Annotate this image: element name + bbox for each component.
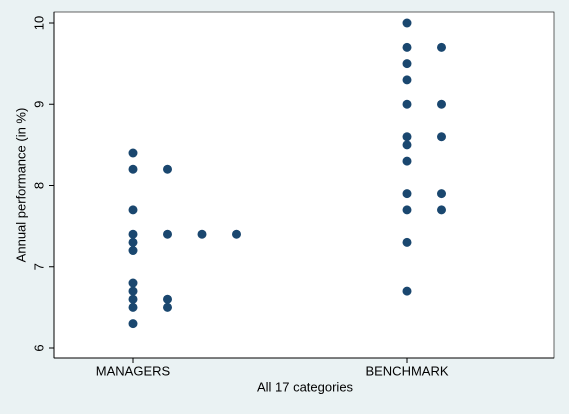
x-tick-label: BENCHMARK: [365, 363, 448, 378]
y-tick-label: 10: [31, 16, 46, 30]
dot: [128, 286, 138, 296]
dot: [402, 59, 412, 69]
dot: [163, 294, 172, 304]
dot: [402, 189, 412, 199]
dot: [402, 75, 412, 85]
dot: [128, 302, 138, 312]
dot: [402, 205, 412, 215]
dot: [402, 237, 412, 247]
dot: [402, 42, 412, 52]
y-tick-label: 9: [31, 101, 46, 108]
dot: [437, 189, 446, 199]
dot: [402, 99, 412, 109]
dot: [437, 99, 446, 109]
dot: [402, 18, 412, 28]
dot: [128, 319, 138, 329]
dot: [128, 294, 138, 304]
x-axis-label: All 17 categories: [257, 379, 354, 394]
y-tick-label: 7: [31, 263, 46, 270]
dot: [128, 278, 138, 288]
dot: [437, 205, 446, 215]
dot: [128, 164, 138, 174]
dot: [128, 205, 138, 215]
dot: [163, 229, 172, 239]
dot: [437, 42, 446, 52]
dot: [128, 246, 138, 255]
dot: [128, 237, 138, 247]
y-tick-label: 8: [31, 182, 46, 189]
dot: [437, 132, 446, 142]
dot: [163, 164, 172, 174]
dot: [402, 132, 412, 142]
dot: [128, 229, 138, 239]
dot: [402, 286, 412, 296]
x-tick-label: MANAGERS: [96, 363, 171, 378]
y-axis-label: Annual performance (in %): [13, 108, 28, 263]
dot: [163, 302, 172, 312]
dot: [402, 156, 412, 166]
dot: [128, 148, 138, 158]
dot: [197, 229, 207, 239]
y-tick-label: 6: [31, 344, 46, 351]
dot: [232, 229, 241, 239]
dot: [402, 140, 412, 150]
